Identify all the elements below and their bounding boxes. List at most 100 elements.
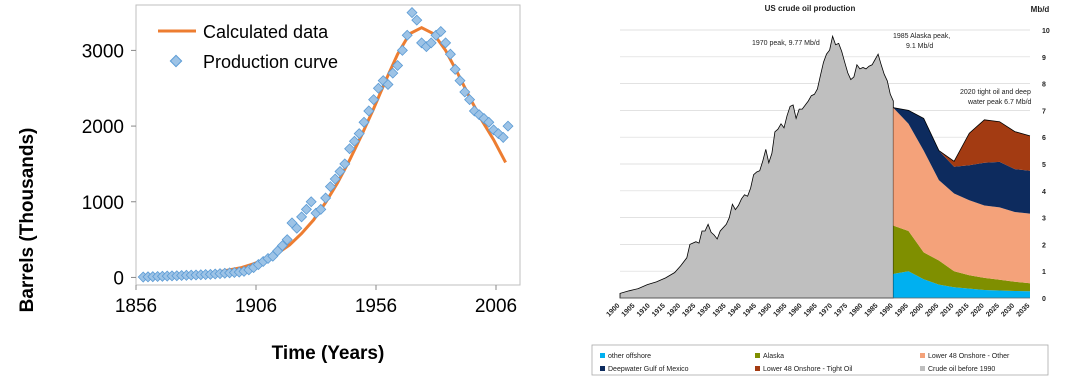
right-y-tick-label: 10 — [1042, 28, 1050, 35]
left-legend: Calculated data Production curve — [158, 22, 338, 72]
production-point — [406, 7, 418, 19]
right-x-tick-label: 1970 — [818, 302, 834, 318]
right-legend-frame — [591, 344, 1049, 376]
right-x-tick-label: 1910 — [636, 302, 652, 318]
right-x-tick-label: 1980 — [848, 302, 864, 318]
left-y-tick-label: 2000 — [82, 117, 124, 138]
right-unit-label: Mb/d — [1031, 5, 1050, 14]
right-x-tick-label: 2020 — [970, 302, 986, 318]
right-x-tick-label: 1915 — [651, 302, 667, 318]
annotation-1985-alaska-peak: 1985 Alaska peak, 9.1 Mb/d — [893, 33, 952, 50]
production-point — [281, 234, 293, 246]
right-x-tick-label: 1905 — [621, 302, 637, 318]
right-x-tick-label: 1900 — [605, 302, 621, 318]
right-x-tick-label: 1955 — [772, 302, 788, 318]
legend-label-lower-48-onshore-other: Lower 48 Onshore - Other — [928, 353, 1010, 360]
legend-label-lower-48-onshore-tight-oil: Lower 48 Onshore - Tight Oil — [763, 366, 853, 373]
right-x-tick-label: 1920 — [666, 302, 682, 318]
right-x-tick-label: 2030 — [1000, 302, 1016, 318]
production-point — [483, 116, 495, 128]
right-x-tick-label: 2005 — [924, 302, 940, 318]
legend-production-swatch — [169, 54, 183, 68]
area-lower-48-onshore-tight-oil — [893, 107, 1030, 171]
left-x-axis-label: Time (Years) — [272, 343, 385, 364]
left-y-tick-label: 3000 — [82, 41, 124, 62]
legend-calculated-label: Calculated data — [203, 22, 329, 42]
left-plot-frame — [135, 4, 521, 286]
production-point — [464, 94, 476, 106]
production-point — [387, 67, 399, 79]
right-y-tick-label: 9 — [1042, 55, 1046, 62]
production-point — [358, 116, 370, 128]
right-x-tick-label: 2015 — [955, 302, 971, 318]
right-y-tick-label: 1 — [1042, 269, 1046, 276]
right-y-tick-label: 2 — [1042, 242, 1046, 249]
us-crude-oil-chart: US crude oil production Mb/d 0 1 2 3 4 5 6 7 8 9 1… — [591, 4, 1050, 376]
production-point — [368, 94, 380, 106]
production-point — [344, 143, 356, 155]
left-x-tick-label: 2006 — [475, 296, 517, 317]
right-x-tick-label: 1925 — [681, 302, 697, 318]
total-line-after-1990 — [893, 107, 1031, 162]
area-other-offshore — [893, 271, 1030, 298]
right-x-tick-label: 1995 — [894, 302, 910, 318]
production-point — [334, 165, 346, 178]
right-x-tick-label: 1975 — [833, 302, 849, 318]
production-point — [315, 203, 327, 215]
production-point — [425, 37, 437, 49]
left-x-tick-label: 1956 — [355, 296, 397, 317]
production-point — [353, 128, 365, 140]
legend-label-alaska: Alaska — [763, 353, 784, 360]
production-point — [459, 86, 471, 98]
right-x-tick-label: 2010 — [940, 302, 956, 318]
right-x-tick-label: 1950 — [757, 302, 773, 318]
production-point — [372, 82, 384, 94]
right-x-tick-label: 1965 — [803, 302, 819, 318]
production-point — [348, 135, 360, 147]
production-point — [329, 173, 341, 185]
legend-label-other-offshore: other offshore — [608, 353, 651, 360]
right-legend: other offshore Alaska Lower 48 Onshore - O… — [591, 344, 1049, 376]
legend-swatch-deepwater-gulf-of-mexico — [600, 366, 605, 371]
legend-label-deepwater-gulf-of-mexico: Deepwater Gulf of Mexico — [608, 366, 689, 373]
production-point — [449, 63, 461, 75]
left-x-tick-label: 1856 — [115, 296, 157, 317]
right-y-tick-label: 6 — [1042, 135, 1046, 142]
right-x-tick-label: 1940 — [727, 302, 743, 318]
legend-swatch-alaska — [755, 353, 760, 358]
production-point — [444, 48, 456, 60]
legend-swatch-lower-48-onshore-tight-oil — [755, 366, 760, 371]
left-x-tick-label: 1906 — [235, 296, 277, 317]
production-point — [435, 25, 447, 38]
right-y-tick-label: 0 — [1042, 296, 1046, 303]
production-point — [396, 44, 408, 56]
legend-production-label: Production curve — [203, 52, 338, 72]
production-point — [363, 105, 375, 117]
left-y-tick-label: 1000 — [82, 193, 124, 214]
right-x-tick-label: 1945 — [742, 302, 758, 318]
area-alaska — [893, 225, 1030, 292]
right-y-tick-label: 7 — [1042, 108, 1046, 115]
right-y-tick-label: 5 — [1042, 162, 1046, 169]
production-point — [296, 211, 308, 223]
right-y-tick-label: 3 — [1042, 216, 1046, 223]
area-lower-48-onshore-other — [893, 107, 1030, 284]
area-deepwater-gulf-of-mexico — [893, 107, 1030, 214]
right-x-tick-label: 1960 — [788, 302, 804, 318]
right-x-tick-label: 2025 — [985, 302, 1001, 318]
right-x-tick-label: 2000 — [909, 302, 925, 318]
right-x-tick-label: 1990 — [879, 302, 895, 318]
legend-swatch-crude-oil-before-1990 — [920, 366, 925, 371]
production-point — [440, 37, 452, 49]
production-point — [300, 203, 312, 215]
annotation-1970-peak: 1970 peak, 9.77 Mb/d — [752, 40, 820, 47]
production-point — [305, 196, 317, 208]
production-point — [324, 181, 336, 193]
annotation-2020-peak: 2020 tight oil and deep water peak 6.7 M… — [960, 89, 1033, 106]
production-point — [497, 131, 509, 143]
right-y-tick-label: 4 — [1042, 189, 1046, 196]
production-point — [339, 158, 351, 170]
left-y-tick-label: 0 — [113, 268, 124, 289]
legend-label-crude-oil-before-1990: Crude oil before 1990 — [928, 366, 995, 373]
right-x-tick-label: 1930 — [697, 302, 713, 318]
